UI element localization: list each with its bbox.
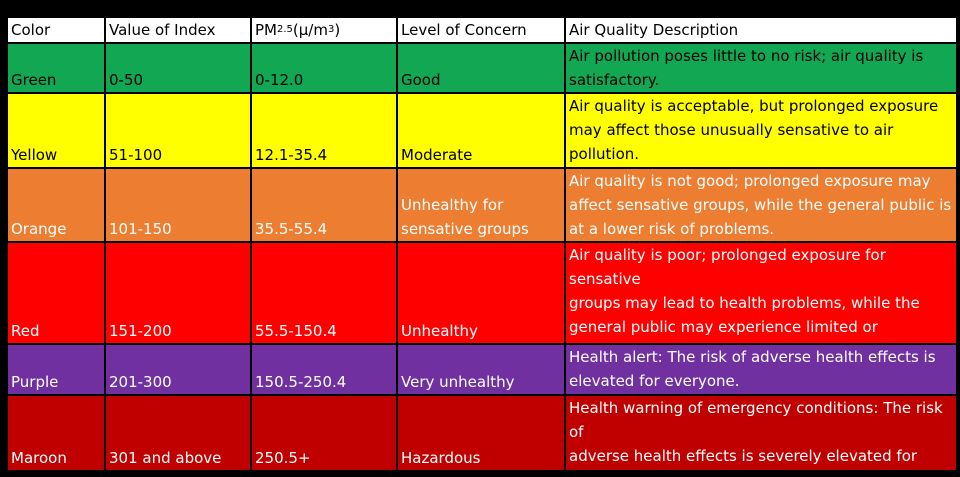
index-value-cell: 0-50	[106, 44, 250, 92]
description-cell: Health alert: The risk of adverse health…	[566, 345, 956, 394]
header-pm: PM 2.5 (μ/m 3)	[252, 18, 396, 42]
level-of-concern-cell: Unhealthy	[398, 243, 564, 343]
description-cell: Air quality is poor; prolonged exposure …	[566, 243, 956, 343]
description-cell: Air quality is not good; prolonged expos…	[566, 169, 956, 241]
header-pm-superscript: 3	[327, 24, 335, 35]
header-pm-unit-open: (μ/m	[292, 21, 328, 39]
index-value-cell: 201-300	[106, 345, 250, 394]
header-concern: Level of Concern	[398, 18, 564, 42]
pm25-range-cell: 12.1-35.4	[252, 94, 396, 167]
index-value-cell: 151-200	[106, 243, 250, 343]
header-pm-unit-close: )	[334, 21, 341, 39]
pm25-range-cell: 150.5-250.4	[252, 345, 396, 394]
pm25-range-cell: 35.5-55.4	[252, 169, 396, 241]
color-cell: Red	[8, 243, 104, 343]
color-cell: Green	[8, 44, 104, 92]
level-of-concern-cell: Moderate	[398, 94, 564, 167]
index-value-cell: 101-150	[106, 169, 250, 241]
header-description: Air Quality Description	[566, 18, 956, 42]
index-value-cell: 301 and above	[106, 396, 250, 470]
level-of-concern-cell: Unhealthy for sensative groups	[398, 169, 564, 241]
description-cell: Health warning of emergency conditions: …	[566, 396, 956, 470]
pm25-range-cell: 0-12.0	[252, 44, 396, 92]
header-pm-main: PM	[255, 21, 277, 39]
color-cell: Yellow	[8, 94, 104, 167]
description-cell: Air pollution poses little to no risk; a…	[566, 44, 956, 92]
description-cell: Air quality is acceptable, but prolonged…	[566, 94, 956, 167]
level-of-concern-cell: Hazardous	[398, 396, 564, 470]
level-of-concern-cell: Very unhealthy	[398, 345, 564, 394]
color-cell: Orange	[8, 169, 104, 241]
header-pm-subscript: 2.5	[277, 24, 293, 35]
pm25-range-cell: 250.5+	[252, 396, 396, 470]
header-index: Value of Index	[106, 18, 250, 42]
aqi-table: Color Value of Index PM 2.5 (μ/m 3) Level …	[8, 18, 956, 470]
index-value-cell: 51-100	[106, 94, 250, 167]
level-of-concern-cell: Good	[398, 44, 564, 92]
color-cell: Maroon	[8, 396, 104, 470]
color-cell: Purple	[8, 345, 104, 394]
pm25-range-cell: 55.5-150.4	[252, 243, 396, 343]
header-color: Color	[8, 18, 104, 42]
